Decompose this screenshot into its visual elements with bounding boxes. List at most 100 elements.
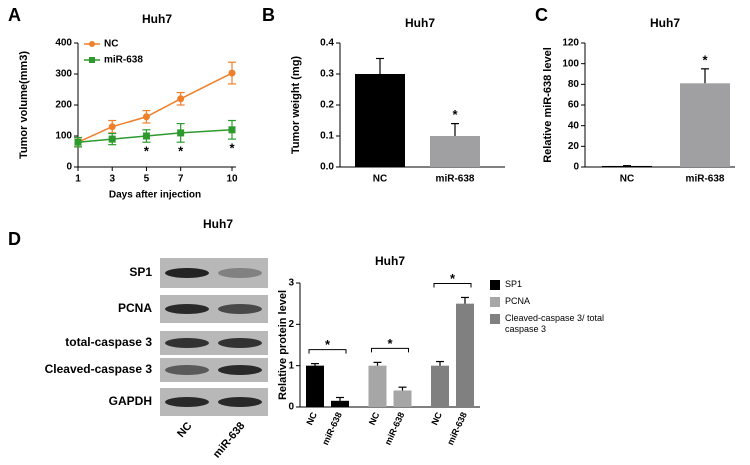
y-tick-label: 0.0 (320, 162, 334, 173)
y-tick-label: 300 (55, 69, 72, 80)
blot-band (165, 268, 209, 278)
blot-row-label: Cleaved-caspase 3 (45, 362, 153, 376)
marker (177, 95, 185, 103)
significance-bracket (308, 349, 347, 354)
x-tick-label: 10 (226, 174, 238, 185)
bar (456, 303, 474, 407)
blot-row-label: SP1 (129, 265, 152, 279)
blot-band (218, 397, 262, 407)
x-tick-label: miR-638 (436, 174, 475, 185)
blot-title: Huh7 (203, 217, 233, 231)
significance: * (229, 141, 235, 156)
marker (228, 126, 236, 134)
blot-band (165, 365, 209, 375)
y-tick-label: 80 (568, 79, 580, 90)
bar (393, 390, 412, 407)
bar (368, 365, 387, 407)
marker (108, 123, 116, 131)
significance-bracket (371, 347, 409, 353)
x-tick-label: NC (429, 410, 444, 426)
significance: * (144, 144, 150, 159)
x-tick-label: miR-638 (445, 411, 469, 447)
legend-label-box: SP1 (505, 279, 523, 289)
blot-band (218, 268, 262, 278)
blot-band (218, 338, 262, 348)
legend-marker (89, 57, 95, 63)
chart-title: Huh7 (650, 16, 680, 30)
legend-label-box: Cleaved-caspase 3/ total caspase 3 (505, 313, 605, 334)
x-tick-label: 5 (144, 174, 150, 185)
marker (74, 138, 82, 146)
significance: * (325, 337, 331, 352)
significance: * (450, 271, 456, 286)
y-tick-label: 0 (66, 162, 72, 173)
y-tick-label: 20 (568, 141, 580, 152)
y-tick-label: 0 (573, 162, 579, 173)
y-tick-label: 0.2 (320, 100, 334, 111)
y-tick-label: 200 (55, 100, 72, 111)
y-axis-label: Relative miR-638 level (542, 47, 554, 163)
legend-label: PCNA (505, 296, 531, 306)
bar (306, 365, 324, 407)
blot-band (218, 304, 262, 314)
legend-label: NC (104, 39, 118, 50)
legend-swatch (490, 280, 500, 290)
y-tick-label: 60 (568, 100, 580, 111)
bar (602, 165, 652, 167)
y-tick-label: 0 (288, 402, 294, 413)
y-tick-label: 0.1 (320, 131, 334, 142)
x-tick-label: NC (373, 174, 387, 185)
panel-label: A (8, 5, 21, 25)
y-tick-label: 0.3 (320, 69, 334, 80)
y-axis-label: Relative protein level (277, 290, 289, 400)
y-tick-label: 1 (288, 360, 294, 371)
panel-label: C (535, 5, 548, 25)
marker (177, 129, 185, 137)
bar (680, 83, 730, 167)
blot-band (165, 304, 209, 314)
y-axis-label: Tumor weight (mg) (290, 56, 302, 155)
x-axis-label: Days after injection (109, 190, 201, 201)
chart-title: Huh7 (405, 16, 435, 30)
x-tick-label: NC (620, 174, 634, 185)
marker (142, 113, 150, 121)
y-tick-label: 2 (288, 319, 294, 330)
y-tick-label: 120 (562, 38, 579, 49)
chart-title: Huh7 (375, 254, 405, 268)
x-tick-label: miR-638 (686, 174, 725, 185)
blot-band (165, 397, 209, 407)
y-tick-label: 40 (568, 120, 580, 131)
x-tick-label: 1 (75, 174, 81, 185)
y-tick-label: 100 (562, 58, 579, 69)
blot-row-label: GAPDH (109, 394, 152, 408)
chart-title: Huh7 (142, 12, 172, 26)
x-tick-label: 3 (109, 174, 115, 185)
significance: * (702, 52, 708, 67)
legend-label: Cleaved-caspase 3/ total caspase 3 (505, 313, 605, 334)
y-tick-label: 400 (55, 38, 72, 49)
blot-row-label: total-caspase 3 (65, 335, 152, 349)
panel-label: B (262, 5, 275, 25)
y-tick-label: 3 (288, 278, 294, 289)
legend-label: miR-638 (104, 55, 143, 66)
blot-row-label: PCNA (118, 301, 152, 315)
significance-bracket (433, 282, 472, 288)
bar (431, 365, 449, 407)
x-tick-label: NC (367, 410, 382, 426)
x-tick-label: miR-638 (320, 411, 344, 447)
blot-band (165, 338, 209, 348)
x-tick-label: 7 (178, 174, 184, 185)
significance: * (452, 107, 458, 122)
x-tick-label: NC (304, 410, 319, 426)
significance: * (178, 144, 184, 159)
marker (108, 135, 116, 143)
legend-label: SP1 (505, 279, 523, 289)
y-tick-label: 100 (55, 131, 72, 142)
marker (228, 69, 236, 77)
blot-lane-label: miR-638 (211, 420, 248, 460)
legend-label-box: PCNA (505, 296, 531, 306)
y-axis-label: Tumor volume(mm3) (18, 51, 30, 159)
panel-label: D (8, 229, 21, 249)
significance: * (387, 336, 393, 351)
